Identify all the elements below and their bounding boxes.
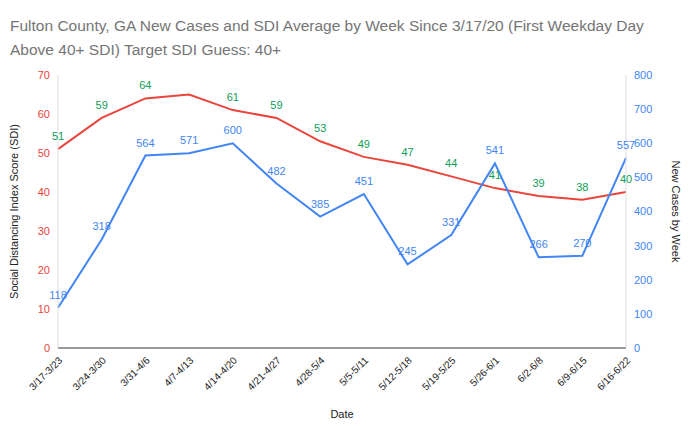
svg-text:500: 500 — [634, 171, 652, 183]
svg-text:5/26-6/1: 5/26-6/1 — [468, 354, 502, 388]
svg-text:64: 64 — [139, 79, 151, 91]
svg-text:600: 600 — [634, 137, 652, 149]
svg-text:59: 59 — [270, 99, 282, 111]
svg-text:60: 60 — [38, 108, 50, 120]
svg-text:318: 318 — [93, 220, 111, 232]
svg-text:6/16-6/22: 6/16-6/22 — [595, 354, 633, 392]
svg-text:571: 571 — [180, 134, 198, 146]
svg-text:482: 482 — [267, 165, 285, 177]
svg-text:0: 0 — [634, 342, 640, 354]
svg-text:40: 40 — [620, 173, 632, 185]
svg-text:30: 30 — [38, 225, 50, 237]
svg-text:800: 800 — [634, 69, 652, 81]
svg-text:20: 20 — [38, 264, 50, 276]
svg-text:Date: Date — [330, 408, 353, 420]
svg-text:41: 41 — [489, 169, 501, 181]
svg-text:61: 61 — [227, 91, 239, 103]
svg-text:Social Distancing Index Score: Social Distancing Index Score (SDI) — [8, 124, 20, 299]
svg-text:4/28-5/4: 4/28-5/4 — [293, 354, 327, 388]
svg-text:541: 541 — [486, 144, 504, 156]
svg-text:270: 270 — [573, 237, 591, 249]
svg-text:266: 266 — [529, 238, 547, 250]
svg-text:70: 70 — [38, 69, 50, 81]
svg-text:New Cases by Week: New Cases by Week — [670, 161, 682, 263]
svg-text:47: 47 — [401, 146, 413, 158]
svg-text:49: 49 — [358, 138, 370, 150]
svg-text:200: 200 — [634, 274, 652, 286]
svg-text:331: 331 — [442, 216, 460, 228]
svg-text:53: 53 — [314, 122, 326, 134]
svg-text:5/12-5/18: 5/12-5/18 — [376, 354, 414, 392]
svg-text:6/2-6/8: 6/2-6/8 — [515, 354, 545, 384]
svg-text:40: 40 — [38, 186, 50, 198]
svg-text:564: 564 — [136, 137, 154, 149]
svg-text:3/24-3/30: 3/24-3/30 — [70, 354, 108, 392]
svg-text:451: 451 — [355, 175, 373, 187]
svg-text:300: 300 — [634, 240, 652, 252]
html-text:Fulton County, GA New Cases an: Fulton County, GA New Cases and SDI Aver… — [10, 17, 644, 58]
svg-text:4/14-4/20: 4/14-4/20 — [202, 354, 240, 392]
svg-text:3/17-3/23: 3/17-3/23 — [27, 354, 65, 392]
svg-text:118: 118 — [49, 289, 67, 301]
svg-text:700: 700 — [634, 103, 652, 115]
svg-text:50: 50 — [38, 147, 50, 159]
svg-text:59: 59 — [96, 99, 108, 111]
svg-text:3/31-4/6: 3/31-4/6 — [118, 354, 152, 388]
svg-text:38: 38 — [576, 181, 588, 193]
svg-text:385: 385 — [311, 198, 329, 210]
svg-text:400: 400 — [634, 205, 652, 217]
svg-text:5/5-5/11: 5/5-5/11 — [337, 354, 371, 388]
svg-text:557: 557 — [617, 139, 635, 151]
svg-text:6/9-6/15: 6/9-6/15 — [555, 354, 589, 388]
svg-text:5/19-5/25: 5/19-5/25 — [420, 354, 458, 392]
svg-text:245: 245 — [398, 245, 416, 257]
svg-text:4/7-4/13: 4/7-4/13 — [162, 354, 196, 388]
svg-text:100: 100 — [634, 308, 652, 320]
svg-text:10: 10 — [38, 303, 50, 315]
svg-text:44: 44 — [445, 157, 457, 169]
svg-text:600: 600 — [224, 124, 242, 136]
svg-text:51: 51 — [52, 130, 64, 142]
svg-text:4/21-4/27: 4/21-4/27 — [245, 354, 283, 392]
svg-text:0: 0 — [44, 342, 50, 354]
svg-text:39: 39 — [532, 177, 544, 189]
